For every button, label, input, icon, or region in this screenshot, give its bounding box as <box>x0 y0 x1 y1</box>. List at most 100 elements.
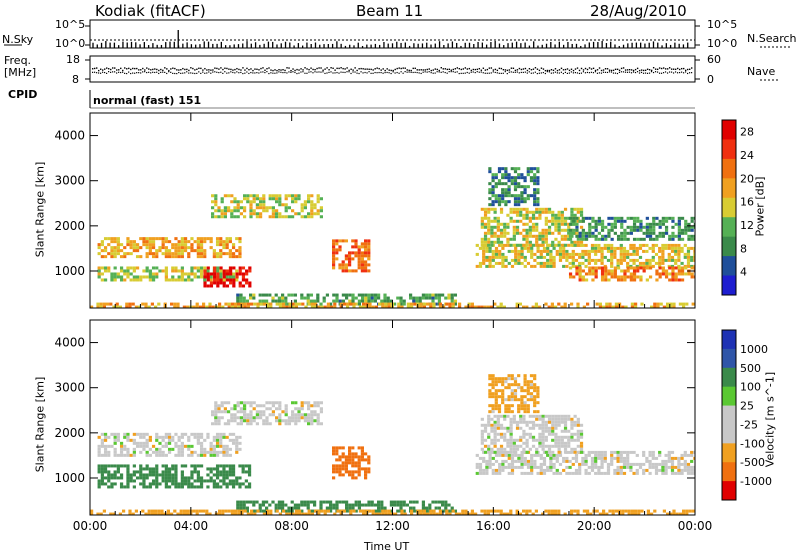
power-cell <box>552 261 556 265</box>
velocity-cell <box>526 386 530 390</box>
velocity-cell <box>563 444 568 448</box>
velocity-cell <box>555 468 559 472</box>
power-cell <box>563 237 568 241</box>
velocity-cell <box>387 509 391 513</box>
velocity-cell <box>240 512 244 515</box>
power-cell <box>215 240 220 244</box>
velocity-cell <box>239 410 243 414</box>
power-cell <box>223 194 227 198</box>
velocity-cell <box>107 453 111 457</box>
power-cell <box>576 219 580 223</box>
power-cell <box>651 255 655 259</box>
freq-point <box>114 67 116 69</box>
velocity-cell <box>367 470 371 474</box>
power-cell <box>610 243 614 247</box>
velocity-cell <box>190 464 194 468</box>
power-cell <box>196 269 200 273</box>
velocity-cell <box>139 432 143 436</box>
power-cell <box>677 269 681 273</box>
nave-point <box>342 71 344 73</box>
power-cell <box>684 266 688 270</box>
velocity-cell <box>680 468 684 472</box>
velocity-cell <box>300 413 304 417</box>
velocity-cell <box>635 453 639 457</box>
velocity-cell <box>520 389 524 393</box>
nave-point <box>658 72 661 74</box>
velocity-cell <box>236 506 240 510</box>
velocity-cell <box>570 423 574 427</box>
velocity-cell <box>515 423 520 427</box>
power-cell <box>346 302 350 306</box>
velocity-cell <box>510 374 514 378</box>
power-cell <box>680 261 684 265</box>
power-cell <box>344 254 348 258</box>
power-cell <box>205 305 209 308</box>
velocity-cell <box>483 426 488 430</box>
power-cell <box>428 293 432 297</box>
power-cell <box>531 225 536 229</box>
power-cell <box>467 302 471 306</box>
freq-point <box>686 68 689 71</box>
velocity-cell <box>576 438 580 442</box>
velocity-cell <box>497 407 502 411</box>
velocity-cell <box>230 509 234 513</box>
power-cell <box>110 249 114 253</box>
velocity-cell <box>496 423 500 427</box>
power-cell <box>380 299 384 303</box>
power-cell <box>513 188 518 192</box>
freq-point <box>124 67 126 69</box>
power-cell <box>619 252 623 256</box>
velocity-cell <box>90 509 94 513</box>
power-cell <box>594 269 598 273</box>
power-cell <box>301 302 305 306</box>
velocity-cell <box>360 458 364 462</box>
velocity-cell <box>648 465 652 469</box>
velocity-cell <box>686 468 691 472</box>
velocity-cell <box>563 435 568 439</box>
power-cell <box>202 305 206 308</box>
power-cell <box>513 182 518 186</box>
power-cell <box>525 213 529 217</box>
power-cell <box>510 182 514 186</box>
power-cell <box>193 266 197 270</box>
power-cell <box>670 246 675 250</box>
power-cell <box>222 240 226 244</box>
power-cell <box>554 228 558 232</box>
velocity-cell <box>245 509 250 513</box>
power-cell <box>568 261 572 265</box>
velocity-cell <box>458 512 462 515</box>
velocity-cell <box>239 419 243 423</box>
velocity-cell <box>113 453 117 457</box>
velocity-cell <box>526 459 531 463</box>
velocity-cell <box>100 438 104 442</box>
power-cell <box>219 240 223 244</box>
velocity-cell <box>510 453 515 457</box>
power-cell <box>494 173 498 177</box>
power-cell <box>154 305 158 308</box>
velocity-cell <box>494 395 498 399</box>
velocity-cell <box>512 438 516 442</box>
velocity-cell <box>281 503 285 507</box>
freq-point <box>184 68 186 71</box>
power-cell <box>262 203 266 207</box>
power-cell <box>674 258 678 262</box>
velocity-cell <box>360 449 364 453</box>
power-cell <box>514 252 518 256</box>
power-cell <box>690 266 694 270</box>
power-cell <box>567 237 571 241</box>
velocity-cell <box>161 450 165 454</box>
velocity-cell <box>187 447 191 451</box>
velocity-cell <box>284 410 288 414</box>
velocity-cell <box>525 444 529 448</box>
nave-point <box>638 72 641 74</box>
power-cell <box>562 255 566 259</box>
nave-point <box>464 72 466 74</box>
velocity-cell <box>544 414 548 418</box>
velocity-cell <box>597 450 601 454</box>
velocity-xtick-label: 12:00 <box>375 519 410 533</box>
power-cell <box>632 219 637 223</box>
nave-point <box>226 72 228 74</box>
freq-point <box>194 69 196 71</box>
velocity-cell <box>227 410 231 414</box>
power-cell <box>190 278 194 282</box>
